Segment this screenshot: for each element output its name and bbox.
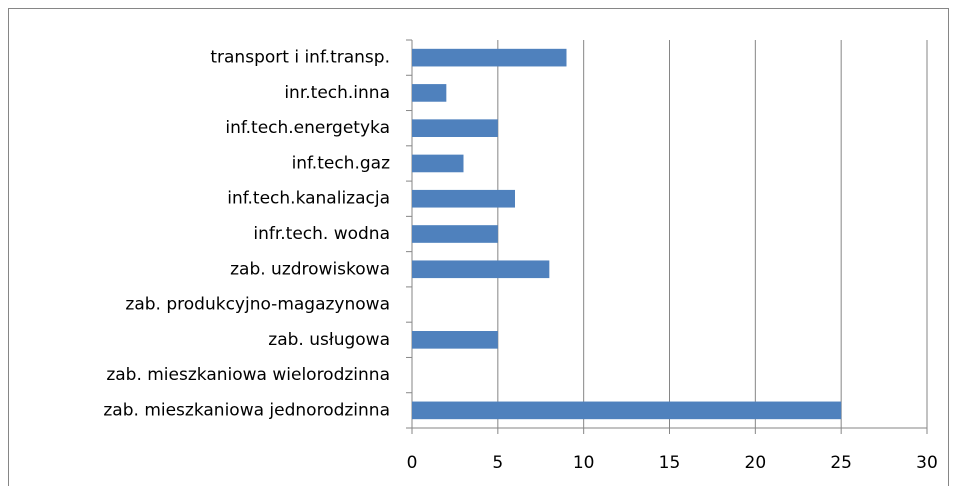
- bar: [412, 225, 498, 243]
- y-tick-label: inf.tech.energetyka: [225, 118, 390, 138]
- bar: [412, 331, 498, 349]
- y-tick-label: zab. mieszkaniowa wielorodzinna: [106, 365, 390, 385]
- y-tick-label: zab. produkcyjno-magazynowa: [125, 295, 390, 315]
- x-tick-label: 30: [916, 453, 938, 473]
- y-tick-label: zab. usługowa: [268, 330, 390, 350]
- y-tick-label: transport i inf.transp.: [210, 48, 390, 68]
- y-tick-label: inf.tech.gaz: [292, 153, 391, 173]
- y-tick-label: zab. uzdrowiskowa: [230, 259, 390, 279]
- x-tick-label: 10: [573, 453, 595, 473]
- bar: [412, 189, 515, 208]
- bar: [412, 119, 498, 137]
- bar: [412, 84, 447, 102]
- y-tick-label: inf.tech.kanalizacja: [227, 189, 390, 209]
- bar: [412, 401, 842, 420]
- y-tick-label: infr.tech. wodna: [253, 224, 390, 244]
- y-tick-label: zab. mieszkaniowa jednorodzinna: [103, 400, 390, 420]
- x-tick-label: 25: [830, 453, 852, 473]
- x-tick-label: 5: [492, 453, 503, 473]
- bar: [412, 154, 464, 173]
- y-tick-label: inr.tech.inna: [284, 83, 390, 103]
- bar: [412, 260, 550, 279]
- bar: [412, 48, 567, 67]
- x-tick-label: 0: [407, 453, 418, 473]
- x-tick-label: 15: [659, 453, 681, 473]
- chart-frame: [8, 8, 949, 486]
- x-tick-label: 20: [745, 453, 767, 473]
